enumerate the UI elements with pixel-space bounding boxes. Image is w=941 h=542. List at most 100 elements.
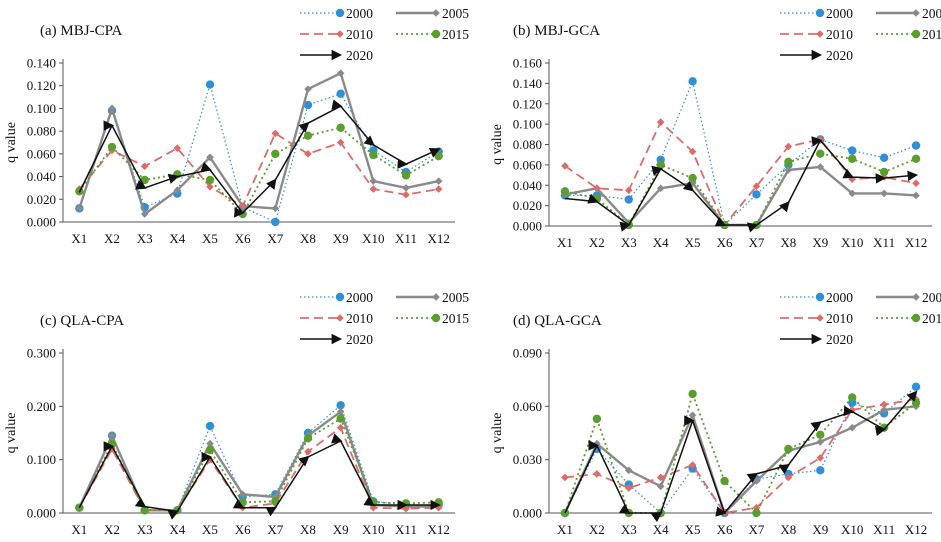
y-tick-label: 0.120 [27, 78, 56, 93]
chart-panel-1: (a) MBJ-CPA 0.000 0.020 0.040 0.060 0.080 0.10… [4, 6, 469, 246]
legend-marker [912, 9, 920, 17]
data-point [688, 411, 697, 420]
y-tick-label: 0.060 [27, 146, 56, 161]
legend-item-2020: 2020 [780, 48, 853, 63]
series-line-2015 [564, 393, 917, 514]
data-point [688, 77, 697, 86]
series-line-2000 [78, 84, 440, 223]
data-point [238, 209, 247, 219]
chart-panel-3: (c) QLA-CPA 0.000 0.100 0.200 0.300 X1 X2 X3 X4 X… [4, 290, 469, 537]
y-axis-label: q value [4, 122, 19, 163]
data-point [402, 184, 410, 192]
legend-item-2000: 2000 [780, 290, 853, 305]
series-line-2020 [564, 136, 919, 233]
x-tick-label: X10 [362, 522, 384, 537]
x-tick-label: X11 [873, 522, 895, 537]
series-line-2020 [564, 390, 918, 523]
series-2015 [560, 389, 921, 518]
data-point [303, 131, 313, 140]
y-tick-label: 0.090 [513, 346, 542, 361]
legend-marker [431, 313, 441, 323]
y-tick-label: 0.140 [27, 56, 56, 71]
y-tick-label: 0.200 [27, 399, 56, 414]
legend-marker [912, 293, 920, 301]
x-tick-label: X4 [653, 522, 669, 537]
data-point [75, 204, 84, 213]
legend-marker [816, 314, 824, 322]
data-point [560, 508, 570, 518]
legend-item-2000: 2000 [300, 290, 373, 305]
legend-label: 2000 [346, 290, 373, 305]
series-2020 [564, 390, 918, 523]
chart-panel-2: (b) MBJ-GCA 0.000 0.020 0.040 0.060 0.080 0.10… [490, 6, 941, 250]
legend: 2000 2005 2010 2015 2020 [300, 6, 469, 63]
y-tick-label: 0.000 [27, 506, 56, 521]
data-point [369, 177, 378, 185]
x-tick-label: X10 [362, 231, 384, 246]
y-tick-label: 0.080 [513, 137, 542, 152]
legend-label: 2015 [922, 311, 941, 326]
x-tick-label: X1 [557, 235, 573, 250]
x-tick-label: X3 [137, 231, 153, 246]
data-point [140, 162, 149, 171]
chart-title: (d) QLA-GCA [513, 313, 602, 329]
data-point [816, 438, 825, 446]
legend-item-2005: 2005 [876, 6, 941, 21]
x-tick-label: X6 [235, 231, 251, 246]
y-tick-label: 0.120 [513, 96, 542, 111]
legend-item-2010: 2010 [300, 311, 373, 326]
y-tick-label: 0.030 [513, 452, 542, 467]
data-point [369, 185, 378, 193]
data-point [848, 393, 857, 402]
series-line-2005 [563, 405, 917, 515]
x-tick-label: X3 [621, 235, 637, 250]
data-point [401, 499, 411, 508]
legend-item-2020: 2020 [780, 332, 853, 347]
legend-label: 2005 [922, 290, 941, 305]
x-tick-label: X8 [300, 231, 316, 246]
data-point [912, 179, 920, 188]
data-point [911, 398, 921, 407]
data-point [784, 444, 793, 454]
series-2020 [564, 136, 919, 233]
data-point [336, 401, 345, 410]
data-point [336, 414, 345, 423]
x-tick-label: X1 [557, 522, 573, 537]
series-line-2010 [78, 426, 439, 512]
legend-item-2015: 2015 [876, 311, 941, 326]
legend-label: 2010 [346, 27, 373, 42]
legend-label: 2000 [826, 290, 853, 305]
x-tick-label: X11 [873, 235, 895, 250]
data-point [880, 189, 888, 198]
x-tick-label: X5 [685, 522, 701, 537]
series-2020 [78, 99, 441, 218]
series-line-2005 [78, 410, 439, 512]
series-line-2020 [78, 99, 441, 218]
x-tick-label: X2 [104, 231, 120, 246]
x-tick-label: X3 [621, 522, 637, 537]
data-point [336, 123, 345, 132]
legend-label: 2005 [442, 6, 469, 21]
data-point [434, 185, 443, 193]
data-point [624, 186, 633, 195]
legend-marker [816, 30, 824, 38]
chart-title: (a) MBJ-CPA [40, 23, 123, 39]
legend-marker [432, 9, 440, 17]
legend-label: 2015 [442, 311, 469, 326]
data-point [911, 141, 921, 150]
legend-item-2005: 2005 [876, 290, 941, 305]
legend-item-2010: 2010 [300, 27, 373, 42]
x-tick-label: X11 [395, 231, 417, 246]
y-tick-label: 0.140 [513, 76, 542, 91]
legend-item-2015: 2015 [396, 311, 469, 326]
x-tick-label: X6 [717, 522, 733, 537]
y-tick-label: 0.020 [513, 198, 542, 213]
x-tick-label: X8 [780, 522, 796, 537]
data-point [752, 508, 761, 518]
data-point [879, 153, 889, 162]
x-tick-label: X2 [589, 522, 605, 537]
data-point [911, 382, 921, 391]
legend-label: 2020 [826, 332, 853, 347]
legend-marker [336, 30, 344, 38]
data-point [688, 389, 697, 399]
